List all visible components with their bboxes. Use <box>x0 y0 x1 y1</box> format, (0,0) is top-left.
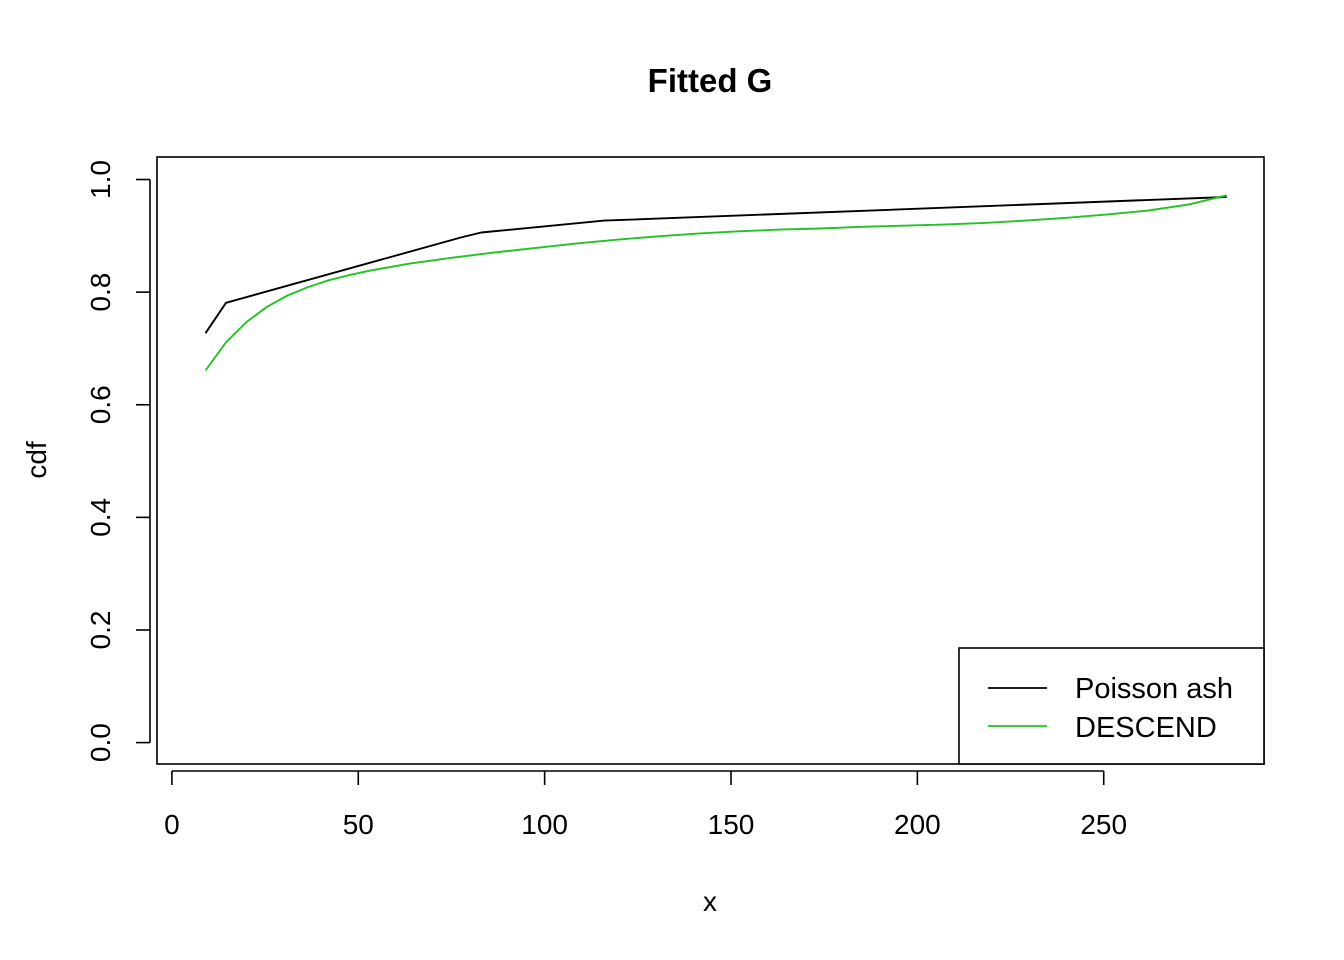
series-line-poisson-ash <box>204 196 1227 334</box>
y-tick-label: 1.0 <box>85 160 116 199</box>
y-tick-label: 0.8 <box>85 273 116 312</box>
series-layer <box>204 194 1227 371</box>
x-tick-label: 200 <box>894 809 941 840</box>
x-tick-label: 150 <box>708 809 755 840</box>
x-tick-label: 100 <box>521 809 568 840</box>
x-tick-label: 250 <box>1080 809 1127 840</box>
y-axis-label: cdf <box>21 441 52 479</box>
x-tick-label: 0 <box>164 809 180 840</box>
y-tick-label: 0.2 <box>85 611 116 650</box>
legend-box <box>958 647 1265 765</box>
x-tick-label: 50 <box>343 809 374 840</box>
legend: Poisson ash DESCEND <box>958 647 1265 765</box>
chart-title: Fitted G <box>648 62 773 99</box>
y-tick-label: 0.4 <box>85 498 116 537</box>
legend-label-descend: DESCEND <box>1075 712 1217 744</box>
y-tick-label: 0.0 <box>85 723 116 762</box>
series-line-descend <box>204 194 1227 371</box>
y-tick-label: 0.6 <box>85 385 116 424</box>
x-axis: 0 50 100 150 200 250 <box>164 770 1127 840</box>
legend-label-poisson-ash: Poisson ash <box>1075 673 1233 705</box>
y-axis: 0.0 0.2 0.4 0.6 0.8 1.0 <box>85 160 151 762</box>
x-axis-label: x <box>703 886 717 917</box>
plot-area-frame <box>156 156 1265 765</box>
